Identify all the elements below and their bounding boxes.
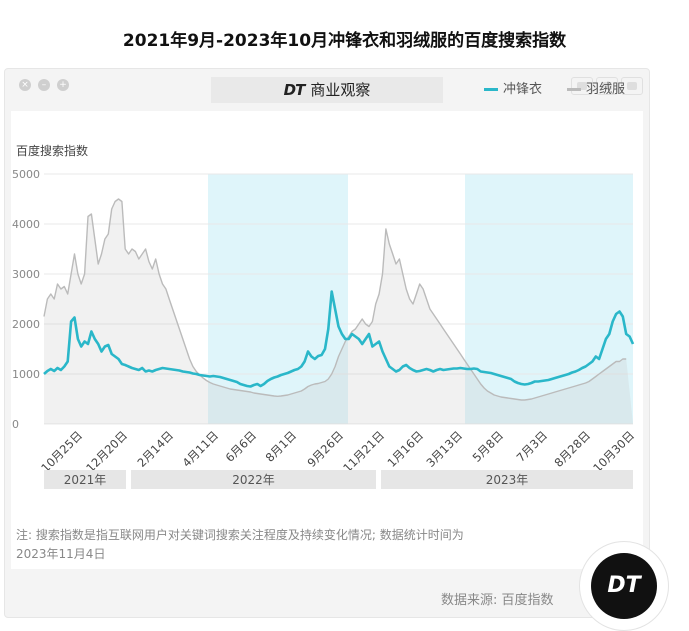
save-icon[interactable] — [596, 77, 618, 95]
legend-label-0: 冲锋衣 — [503, 82, 543, 97]
legend-swatch-0 — [484, 88, 498, 91]
legend-item-1: 羽绒服 — [567, 82, 625, 98]
close-icon[interactable]: × — [19, 79, 31, 91]
brand-logo: DT — [283, 81, 306, 99]
footer-logo: DT — [579, 541, 669, 631]
y-axis-label: 百度搜索指数 — [16, 144, 89, 158]
maximize-icon[interactable]: + — [57, 79, 69, 91]
chart-panel — [11, 111, 643, 569]
footer-logo-mark: DT — [591, 553, 657, 619]
chart-window: × – + DT 商业观察 — [4, 68, 650, 618]
page-title: 2021年9月-2023年10月冲锋衣和羽绒服的百度搜索指数 — [122, 31, 567, 51]
share-icon[interactable] — [621, 77, 643, 95]
minimize-icon[interactable]: – — [38, 79, 50, 91]
brand-name: 商业观察 — [310, 81, 371, 99]
legend-swatch-1 — [567, 88, 581, 91]
legend-label-1: 羽绒服 — [586, 82, 626, 97]
brand-bar: DT 商业观察 — [211, 77, 443, 103]
data-source: 数据来源: 百度指数 — [441, 593, 554, 608]
legend-item-0: 冲锋衣 — [484, 82, 542, 98]
